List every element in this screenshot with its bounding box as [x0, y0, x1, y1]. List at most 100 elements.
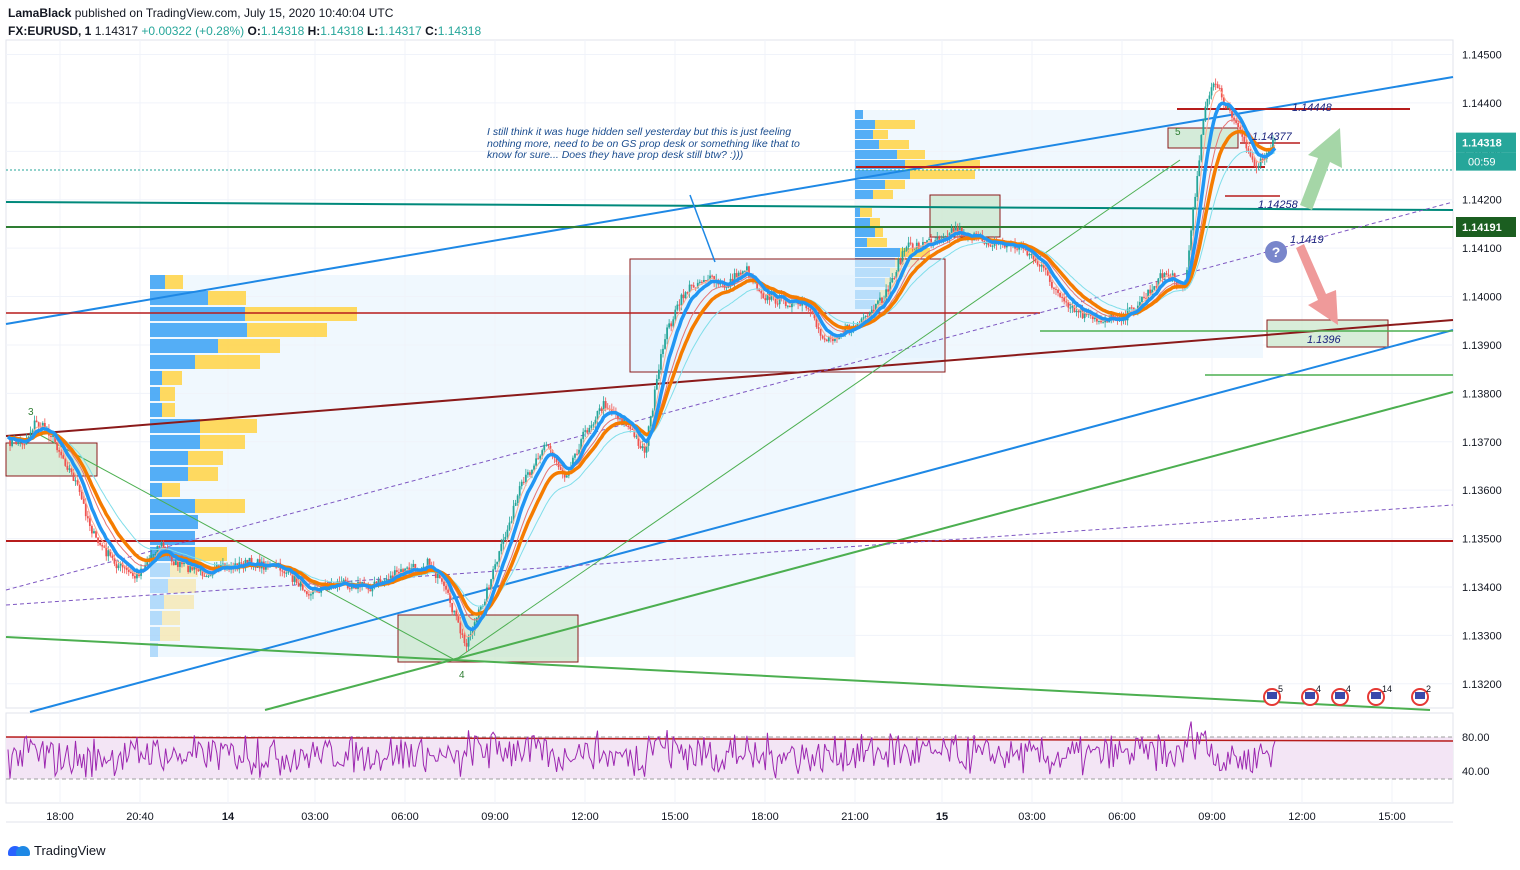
- y-tick-label: 1.13300: [1462, 630, 1502, 642]
- x-tick-label: 15: [936, 811, 948, 823]
- vp1-sell-3: [247, 323, 327, 337]
- candle-body-41: [91, 525, 93, 534]
- candle-body-187: [389, 575, 392, 581]
- candle-body-256: [531, 469, 533, 476]
- candle-body-147: [307, 594, 310, 596]
- vp2-sell-12: [867, 238, 887, 247]
- candle-body-239: [496, 561, 499, 565]
- candle-body-458: [944, 236, 947, 238]
- candle-body-245: [508, 522, 511, 530]
- ohlc-line: FX:EURUSD, 1 1.14317 +0.00322 (+0.28%) O…: [8, 22, 481, 40]
- candle-body-552: [1136, 305, 1139, 310]
- level-value: 1.14191: [1462, 222, 1502, 234]
- candle-body-40: [88, 518, 91, 526]
- candle-body-142: [297, 582, 300, 587]
- candle-body-80: [170, 554, 173, 562]
- event-flag-fill: [1335, 692, 1345, 699]
- candle-body-506: [1042, 264, 1045, 268]
- author-name[interactable]: LamaBlack: [8, 6, 72, 20]
- candle-body-462: [952, 228, 955, 232]
- x-tick-label: 18:00: [46, 811, 74, 823]
- candle-body-141: [295, 575, 298, 583]
- vp1-buy-18: [150, 563, 170, 577]
- candle-body-261: [541, 450, 544, 456]
- candle-body-387: [799, 304, 802, 306]
- candle-body-243: [504, 536, 507, 540]
- y-tick-label: 1.13200: [1462, 679, 1502, 691]
- vp2-buy-11: [855, 228, 875, 237]
- candle-body-601: [1237, 122, 1240, 128]
- vp1-sell-13: [162, 483, 180, 497]
- vp1-buy-16: [150, 531, 195, 545]
- candle-body-180: [375, 581, 378, 584]
- candle-body-457: [942, 237, 945, 239]
- candle-body-522: [1075, 310, 1078, 313]
- note-pointer-line: [689, 194, 716, 263]
- candle-body-507: [1044, 267, 1047, 270]
- candle-body-362: [748, 266, 750, 278]
- candle-body-582: [1198, 160, 1201, 177]
- candle-body-247: [512, 505, 515, 522]
- candle-body-589: [1212, 83, 1215, 88]
- candle-body-500: [1030, 254, 1033, 256]
- candle-body-511: [1053, 287, 1055, 289]
- symbol-label[interactable]: FX:EURUSD, 1: [8, 24, 92, 38]
- x-tick-label: 09:00: [481, 811, 509, 823]
- candle-body-218: [453, 610, 456, 613]
- candle-body-604: [1243, 136, 1246, 142]
- candle-body-391: [807, 308, 810, 310]
- candle-body-447: [922, 241, 924, 248]
- candle-body-548: [1128, 307, 1131, 309]
- tradingview-logo[interactable]: TradingView: [8, 843, 106, 858]
- candle-body-311: [643, 446, 646, 453]
- vp1-buy-13: [150, 483, 162, 497]
- candle-body-260: [539, 455, 542, 459]
- candle-body-94: [199, 567, 202, 572]
- candle-body-322: [666, 327, 668, 340]
- candle-body-523: [1077, 310, 1080, 313]
- vp2-buy-7: [855, 180, 885, 189]
- candle-body-454: [936, 237, 939, 241]
- candle-body-312: [645, 445, 648, 453]
- vp2-sell-1: [875, 120, 915, 129]
- candle-body-36: [80, 491, 83, 500]
- candle-body-606: [1247, 148, 1250, 152]
- last-price-value: 1.14318: [1462, 138, 1502, 150]
- x-tick-label: 14: [222, 811, 235, 823]
- candle-body-145: [303, 589, 306, 592]
- vp1-sell-4: [218, 339, 280, 353]
- candle-body-328: [678, 304, 681, 306]
- candle-body-164: [342, 579, 345, 582]
- vp1-buy-21: [150, 611, 162, 625]
- candle-body-35: [78, 484, 81, 492]
- vp1-sell-12: [188, 467, 218, 481]
- candle-body-144: [301, 579, 304, 590]
- candle-body-578: [1190, 230, 1192, 251]
- candle-body-265: [549, 445, 552, 451]
- y-tick-label: 1.14500: [1462, 50, 1502, 62]
- candle-body-56: [121, 563, 124, 568]
- event-count: 5: [1278, 684, 1283, 694]
- candle-body-343: [709, 275, 711, 280]
- x-tick-label: 06:00: [1108, 811, 1136, 823]
- candle-body-189: [393, 570, 396, 579]
- y-tick-label: 1.14100: [1462, 243, 1502, 255]
- candle-body-376: [776, 303, 779, 305]
- vp2-buy-8: [855, 190, 873, 199]
- vp1-sell-22: [160, 627, 180, 641]
- candle-body-517: [1065, 301, 1068, 303]
- vp2-buy-12: [855, 238, 867, 247]
- candle-body-324: [670, 323, 673, 327]
- candle-body-449: [926, 240, 928, 243]
- candle-body-520: [1071, 305, 1074, 308]
- vp1-buy-6: [150, 371, 162, 385]
- candle-body-233: [484, 601, 486, 606]
- candle-body-39: [86, 516, 89, 519]
- candle-body-567: [1167, 274, 1170, 277]
- candle-body-580: [1194, 196, 1197, 208]
- change-value: +0.00322 (+0.28%): [141, 24, 245, 38]
- candle-body-420: [866, 315, 869, 317]
- vp1-buy-11: [150, 451, 188, 465]
- rsi-resistance-line: [5, 736, 1454, 742]
